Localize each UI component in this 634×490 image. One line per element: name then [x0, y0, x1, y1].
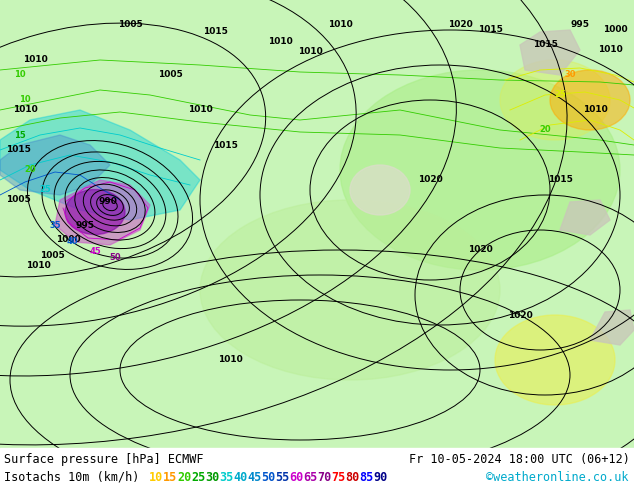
Text: 1005: 1005	[39, 250, 65, 260]
Text: 1015: 1015	[212, 141, 238, 149]
Text: 1005: 1005	[158, 71, 183, 79]
Text: 90: 90	[373, 470, 387, 484]
Text: Fr 10-05-2024 18:00 UTC (06+12): Fr 10-05-2024 18:00 UTC (06+12)	[409, 452, 630, 466]
Text: 1010: 1010	[13, 105, 37, 115]
Text: 1015: 1015	[548, 175, 573, 185]
Text: 20: 20	[177, 470, 191, 484]
Polygon shape	[560, 200, 610, 235]
Text: 25: 25	[554, 91, 566, 99]
Text: 30: 30	[205, 470, 219, 484]
Text: 50: 50	[261, 470, 275, 484]
Ellipse shape	[550, 70, 630, 130]
Ellipse shape	[500, 60, 610, 140]
Text: Isotachs 10m (km/h): Isotachs 10m (km/h)	[4, 470, 139, 484]
Polygon shape	[0, 135, 110, 195]
Polygon shape	[55, 180, 150, 245]
Text: 1020: 1020	[508, 311, 533, 319]
Text: 1010: 1010	[23, 55, 48, 65]
Polygon shape	[0, 110, 200, 220]
Ellipse shape	[340, 70, 620, 270]
Text: 50: 50	[109, 253, 121, 263]
Text: 1010: 1010	[297, 48, 322, 56]
Ellipse shape	[200, 200, 500, 380]
Text: 25: 25	[191, 470, 205, 484]
Text: 1000: 1000	[56, 236, 81, 245]
Text: 995: 995	[75, 220, 94, 229]
Text: 40: 40	[233, 470, 247, 484]
Text: 990: 990	[98, 197, 117, 206]
Text: 45: 45	[89, 247, 101, 256]
Text: 995: 995	[571, 21, 590, 29]
Text: 1015: 1015	[477, 25, 502, 34]
Text: 65: 65	[303, 470, 317, 484]
Text: Surface pressure [hPa] ECMWF: Surface pressure [hPa] ECMWF	[4, 452, 204, 466]
Text: 75: 75	[331, 470, 346, 484]
Text: 55: 55	[275, 470, 289, 484]
Text: 1010: 1010	[583, 105, 607, 115]
Text: 15: 15	[163, 470, 178, 484]
Ellipse shape	[65, 190, 125, 235]
Text: 10: 10	[14, 71, 26, 79]
Text: 1010: 1010	[598, 46, 623, 54]
Text: 25: 25	[39, 186, 51, 195]
Polygon shape	[520, 30, 580, 75]
Text: 35: 35	[219, 470, 233, 484]
Ellipse shape	[350, 165, 410, 215]
Text: 1000: 1000	[603, 25, 627, 34]
Text: ©weatheronline.co.uk: ©weatheronline.co.uk	[486, 470, 628, 484]
Text: 10: 10	[19, 96, 31, 104]
Text: 20: 20	[24, 166, 36, 174]
Text: 1015: 1015	[6, 146, 30, 154]
Text: 40: 40	[66, 238, 78, 246]
Text: 1010: 1010	[188, 105, 212, 115]
Text: 1010: 1010	[328, 21, 353, 29]
Text: 60: 60	[289, 470, 303, 484]
Text: 1015: 1015	[202, 27, 228, 36]
Text: 1010: 1010	[217, 356, 242, 365]
Text: 45: 45	[247, 470, 261, 484]
Text: 1005: 1005	[6, 196, 30, 204]
Text: 1010: 1010	[25, 261, 50, 270]
Text: 1020: 1020	[448, 21, 472, 29]
Text: 15: 15	[14, 130, 26, 140]
Text: 1005: 1005	[118, 21, 143, 29]
Text: 1015: 1015	[533, 41, 557, 49]
Text: 85: 85	[359, 470, 373, 484]
Text: 80: 80	[345, 470, 359, 484]
Bar	[0, 448, 634, 490]
Text: 35: 35	[49, 220, 61, 229]
Text: 1020: 1020	[468, 245, 493, 254]
Polygon shape	[590, 310, 634, 345]
Text: 30: 30	[564, 71, 576, 79]
Text: 1020: 1020	[418, 175, 443, 185]
Text: 10: 10	[149, 470, 163, 484]
Text: 20: 20	[539, 125, 551, 134]
Text: 1010: 1010	[268, 38, 292, 47]
Text: 70: 70	[317, 470, 331, 484]
Ellipse shape	[495, 315, 615, 405]
